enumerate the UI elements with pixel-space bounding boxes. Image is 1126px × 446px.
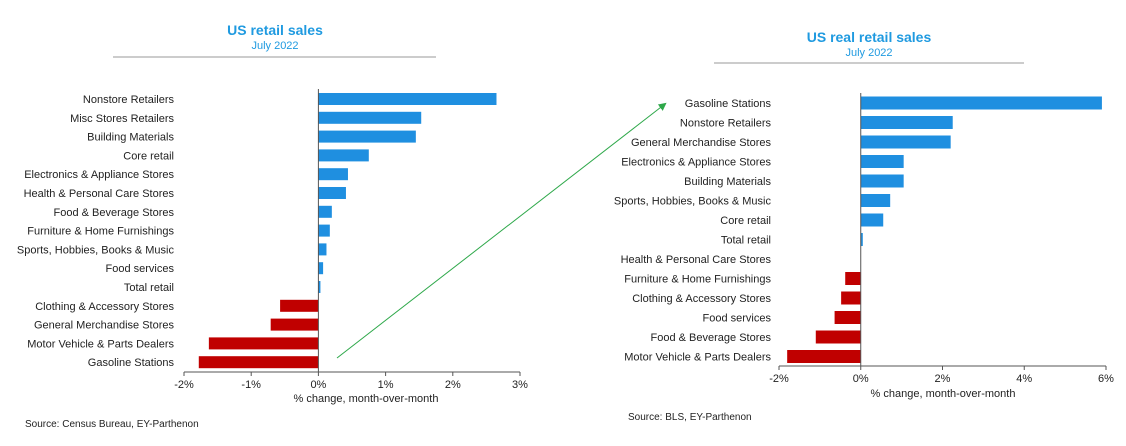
left-category-label: Total retail — [124, 282, 174, 294]
left-bar — [318, 205, 332, 218]
right-chart-subtitle: July 2022 — [845, 47, 892, 59]
right-chart-title: US real retail sales — [807, 29, 932, 45]
left-category-label: Clothing & Accessory Stores — [35, 301, 174, 313]
right-category-label: Building Materials — [684, 176, 771, 188]
left-bar — [318, 111, 422, 124]
left-tick-label: 2% — [445, 379, 461, 391]
left-category-label: Health & Personal Care Stores — [24, 188, 175, 200]
right-category-label: Gasoline Stations — [685, 98, 772, 110]
left-tick-label: 1% — [378, 379, 394, 391]
right-bar — [860, 96, 1102, 110]
right-category-label: Food services — [703, 313, 772, 325]
left-bar — [318, 149, 369, 162]
left-chart-subtitle: July 2022 — [251, 40, 298, 52]
right-category-label: Nonstore Retailers — [680, 118, 772, 130]
right-category-label: Health & Personal Care Stores — [621, 254, 772, 266]
left-category-label: Furniture & Home Furnishings — [27, 226, 174, 238]
left-category-label: Building Materials — [87, 132, 174, 144]
right-tick-label: 2% — [935, 373, 951, 385]
right-category-label: Electronics & Appliance Stores — [621, 157, 771, 169]
left-bar — [208, 337, 319, 350]
left-tick-label: -2% — [174, 379, 194, 391]
left-category-label: Gasoline Stations — [88, 357, 175, 369]
right-source-note: Source: BLS, EY-Parthenon — [628, 412, 752, 423]
right-chart: US real retail sales July 2022 Gasoline … — [614, 29, 1114, 423]
right-bar — [860, 116, 953, 129]
right-category-label: General Merchandise Stores — [631, 137, 772, 149]
right-bar — [845, 272, 861, 285]
right-category-label: Core retail — [720, 215, 771, 227]
left-source-note: Source: Census Bureau, EY-Parthenon — [25, 419, 199, 430]
right-plot-area: Gasoline Stations Nonstore Retailers Gener… — [614, 93, 1114, 385]
right-tick-label: 6% — [1098, 373, 1114, 385]
right-bar — [860, 194, 891, 207]
left-tick-label: -1% — [241, 379, 261, 391]
left-category-label: Misc Stores Retailers — [70, 113, 174, 125]
right-tick-label: 4% — [1016, 373, 1032, 385]
right-bar — [860, 155, 904, 168]
right-category-label: Furniture & Home Furnishings — [624, 274, 771, 286]
right-bar — [815, 330, 861, 344]
left-bar — [318, 281, 321, 293]
right-category-label: Motor Vehicle & Parts Dealers — [624, 352, 771, 364]
left-bar — [318, 243, 327, 256]
left-bar — [280, 299, 319, 312]
right-bar — [841, 291, 861, 305]
left-plot-area: Nonstore Retailers Misc Stores Retailers B… — [17, 89, 528, 391]
left-bar — [318, 93, 497, 105]
left-bar — [198, 356, 319, 369]
left-category-label: Food & Beverage Stores — [54, 207, 175, 219]
right-bar — [860, 213, 884, 227]
right-bar — [860, 174, 904, 188]
right-bar — [787, 350, 861, 363]
left-chart: US retail sales July 2022 Nonstore Retai… — [17, 22, 528, 430]
left-bar — [318, 187, 346, 199]
left-bar — [318, 224, 330, 237]
left-x-axis-label: % change, month-over-month — [294, 393, 439, 405]
left-bar — [318, 130, 416, 143]
right-category-label: Clothing & Accessory Stores — [632, 293, 771, 305]
left-tick-label: 3% — [512, 379, 528, 391]
left-category-label: General Merchandise Stores — [34, 320, 175, 332]
left-category-label: Core retail — [123, 150, 174, 162]
right-tick-label: -2% — [769, 373, 789, 385]
right-category-label: Sports, Hobbies, Books & Music — [614, 196, 772, 208]
right-bar — [860, 233, 863, 246]
left-category-label: Nonstore Retailers — [83, 94, 175, 106]
right-category-label: Food & Beverage Stores — [651, 332, 772, 344]
left-category-label: Sports, Hobbies, Books & Music — [17, 244, 175, 256]
right-x-axis-label: % change, month-over-month — [871, 388, 1016, 400]
right-bar — [834, 311, 861, 324]
left-category-label: Electronics & Appliance Stores — [24, 169, 174, 181]
left-bar — [318, 262, 324, 275]
left-bar — [318, 168, 348, 181]
left-category-label: Food services — [106, 263, 175, 275]
right-category-label: Total retail — [721, 235, 771, 247]
left-chart-title: US retail sales — [227, 22, 323, 38]
left-category-label: Motor Vehicle & Parts Dealers — [27, 338, 174, 350]
left-bar — [270, 318, 319, 331]
right-bar — [860, 135, 951, 149]
connector-arrow — [336, 102, 667, 359]
right-tick-label: 0% — [853, 373, 869, 385]
left-tick-label: 0% — [310, 379, 326, 391]
